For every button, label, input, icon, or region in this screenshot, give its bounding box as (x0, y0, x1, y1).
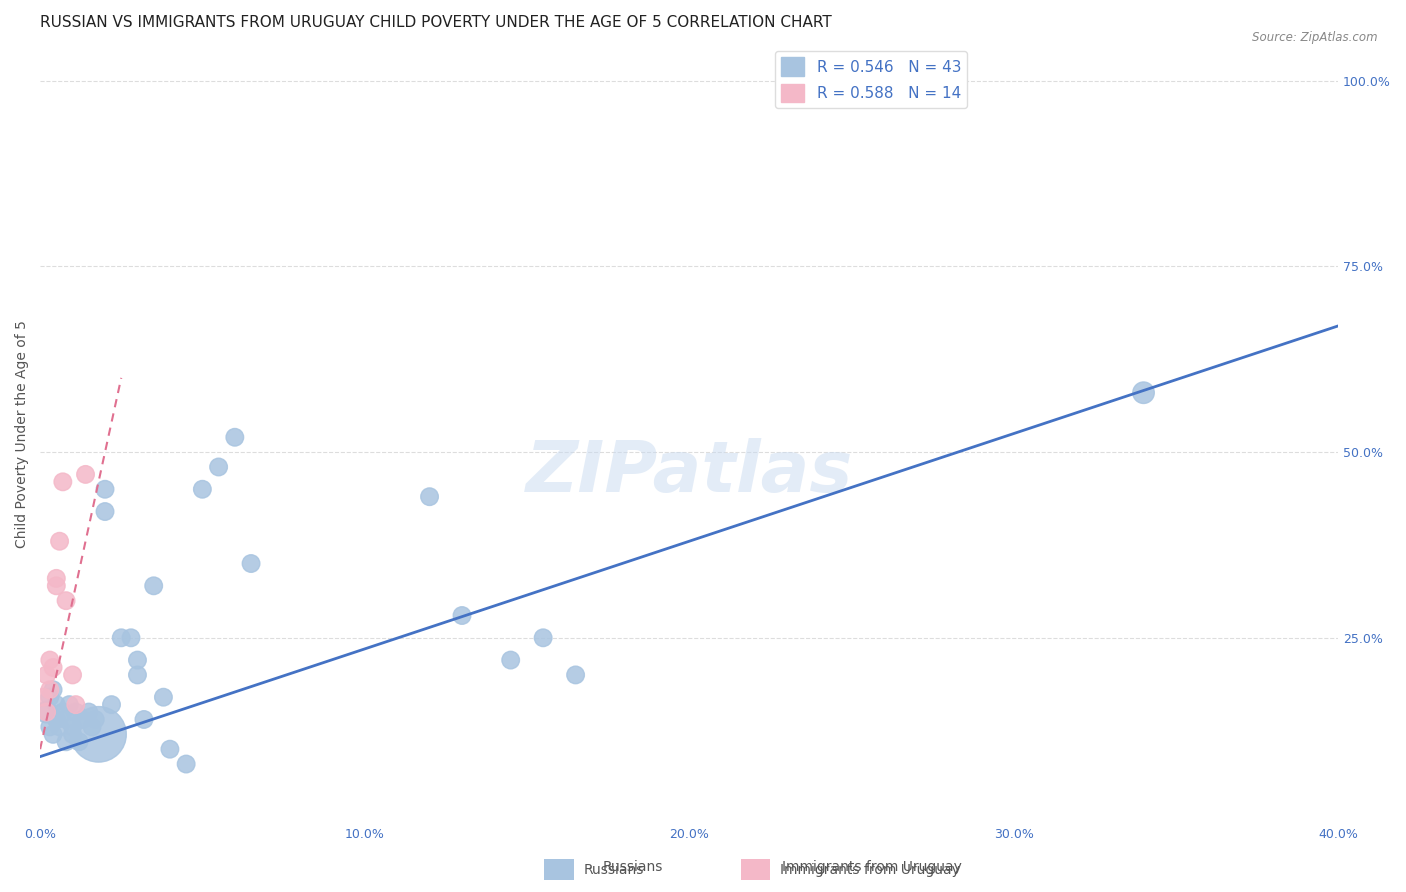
Point (42, 682, 65, 697)
Point (132, 713, 155, 727)
Point (45, 698, 67, 712)
Point (52, 475, 75, 489)
Bar (544, 859, 574, 880)
Point (38, 653, 60, 667)
Point (564, 668, 586, 682)
Point (207, 460, 229, 475)
Point (72, 713, 94, 727)
Point (32, 690, 55, 705)
Point (48, 720, 70, 734)
Point (38, 682, 60, 697)
Point (45, 579, 67, 593)
Point (127, 668, 149, 682)
Point (110, 631, 132, 645)
Point (77, 705, 100, 719)
Point (55, 735, 77, 749)
Point (1132, 385, 1154, 400)
Legend: R = 0.546   N = 43, R = 0.588   N = 14: R = 0.546 N = 43, R = 0.588 N = 14 (775, 52, 967, 109)
Point (55, 713, 77, 727)
Text: ZIPatlas: ZIPatlas (526, 438, 853, 507)
Point (38, 690, 60, 705)
Point (58, 698, 80, 712)
Point (45, 571, 67, 585)
Point (65, 705, 87, 719)
Point (75, 467, 97, 482)
Point (84, 713, 107, 727)
Point (42, 660, 65, 674)
Point (127, 653, 149, 667)
Point (419, 490, 441, 504)
Point (174, 757, 197, 772)
Point (65, 698, 87, 712)
Text: Immigrants from Uruguay: Immigrants from Uruguay (780, 863, 960, 877)
Text: Russians: Russians (583, 863, 644, 877)
Point (42, 727, 65, 741)
Y-axis label: Child Poverty Under the Age of 5: Child Poverty Under the Age of 5 (15, 319, 30, 548)
Point (38, 720, 60, 734)
Point (62, 668, 84, 682)
Point (55, 593, 77, 607)
Point (94, 483, 117, 497)
Text: Immigrants from Uruguay: Immigrants from Uruguay (782, 860, 962, 874)
Bar (741, 859, 770, 880)
Point (142, 579, 165, 593)
Point (87, 727, 110, 741)
Point (240, 557, 263, 571)
Point (35, 705, 58, 719)
Point (52, 705, 75, 719)
Point (531, 631, 554, 645)
Point (191, 483, 214, 497)
Point (62, 727, 84, 741)
Text: RUSSIAN VS IMMIGRANTS FROM URUGUAY CHILD POVERTY UNDER THE AGE OF 5 CORRELATION : RUSSIAN VS IMMIGRANTS FROM URUGUAY CHILD… (41, 15, 832, 30)
Point (100, 698, 122, 712)
Point (152, 690, 174, 705)
Point (62, 720, 84, 734)
Point (45, 713, 67, 727)
Point (35, 668, 58, 682)
Point (35, 705, 58, 719)
Point (224, 430, 246, 444)
Point (451, 608, 474, 623)
Point (80, 720, 103, 734)
Point (499, 653, 522, 667)
Point (67, 735, 90, 749)
Text: Source: ZipAtlas.com: Source: ZipAtlas.com (1253, 31, 1378, 45)
Point (48, 534, 70, 549)
Point (94, 504, 117, 518)
Point (120, 631, 142, 645)
Point (159, 742, 181, 756)
Text: Russians: Russians (603, 860, 662, 874)
